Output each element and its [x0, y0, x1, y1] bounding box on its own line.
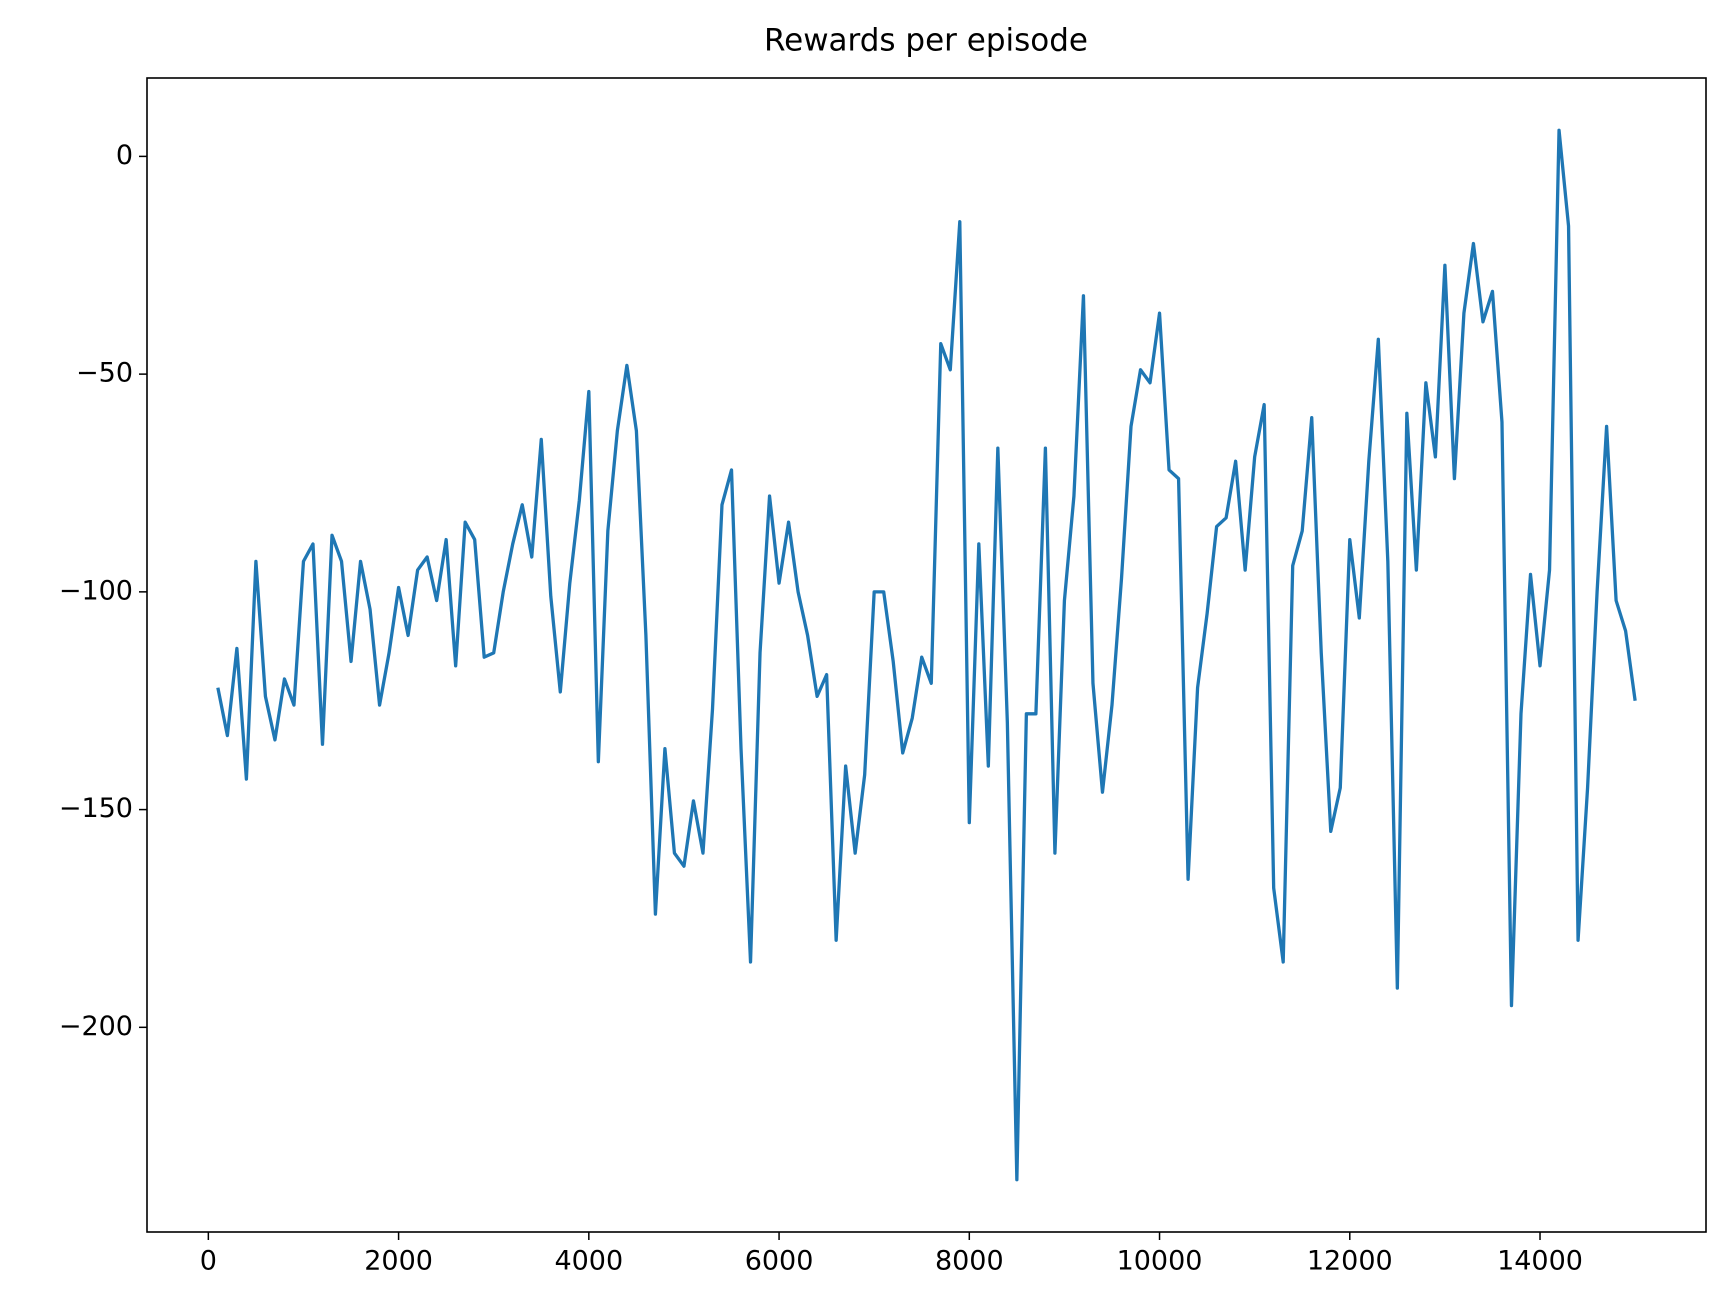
x-tick-label: 6000	[745, 1246, 814, 1277]
y-tick-label: −100	[59, 575, 133, 606]
y-tick-label: −150	[59, 793, 133, 824]
x-tick-label: 14000	[1497, 1246, 1583, 1277]
x-tick-label: 4000	[554, 1246, 623, 1277]
y-tick-label: −50	[76, 358, 133, 389]
x-tick-label: 10000	[1117, 1246, 1203, 1277]
series-line	[216, 128, 1637, 1182]
x-tick-label: 12000	[1307, 1246, 1393, 1277]
plot-frame	[146, 77, 1707, 1233]
x-tick-label: 8000	[935, 1246, 1004, 1277]
x-tick-label: 0	[200, 1246, 217, 1277]
y-tick-label: 0	[116, 140, 133, 171]
x-tick-label: 2000	[364, 1246, 433, 1277]
chart-title: Rewards per episode	[764, 23, 1088, 59]
y-tick-label: −200	[59, 1011, 133, 1042]
